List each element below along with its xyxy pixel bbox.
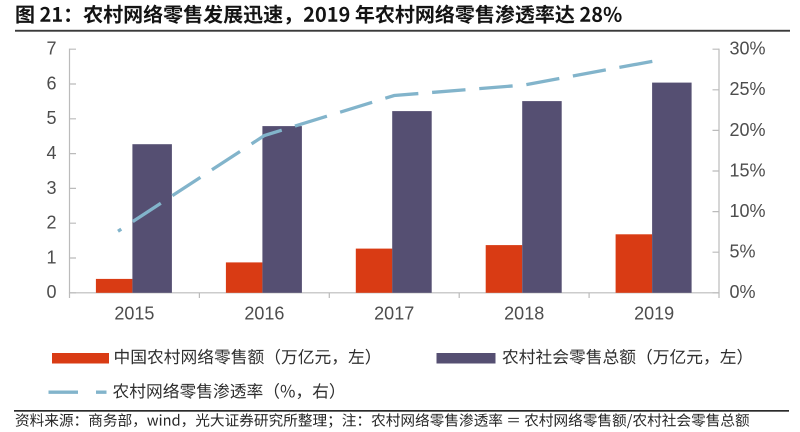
svg-text:3: 3 [46,178,56,198]
svg-text:5%: 5% [730,242,756,262]
svg-text:2019: 2019 [634,304,674,324]
svg-text:7: 7 [46,39,56,59]
svg-text:0%: 0% [730,282,756,302]
svg-text:6: 6 [46,73,56,93]
svg-text:10%: 10% [730,201,766,221]
svg-text:2017: 2017 [374,304,414,324]
svg-text:2016: 2016 [244,304,284,324]
svg-text:2015: 2015 [114,304,154,324]
svg-text:20%: 20% [730,120,766,140]
svg-text:2018: 2018 [504,304,544,324]
svg-text:30%: 30% [730,39,766,59]
svg-text:15%: 15% [730,160,766,180]
svg-text:4: 4 [46,143,56,163]
svg-text:0: 0 [46,282,56,302]
svg-text:2: 2 [46,213,56,233]
svg-text:25%: 25% [730,79,766,99]
svg-text:1: 1 [46,247,56,267]
svg-text:5: 5 [46,108,56,128]
